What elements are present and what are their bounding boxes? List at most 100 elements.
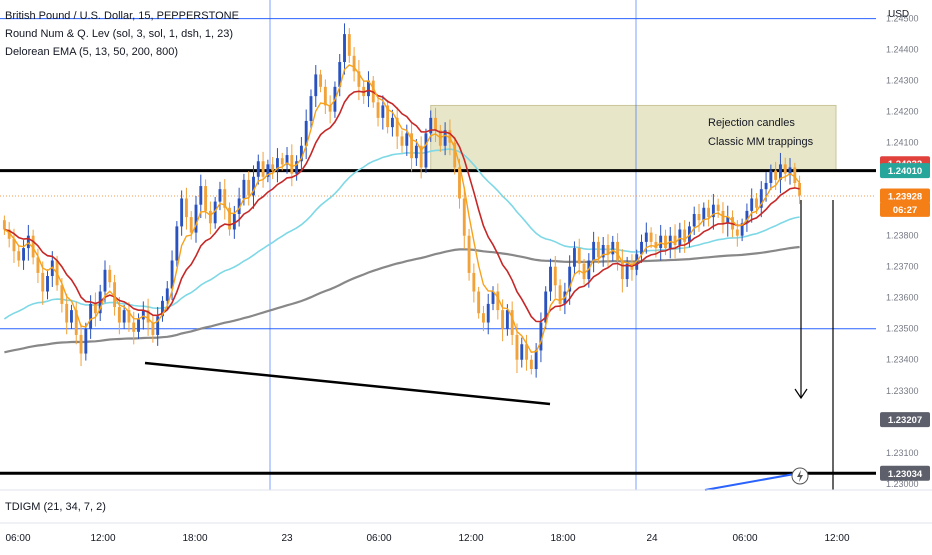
candles[interactable] [2, 23, 802, 378]
candle-body[interactable] [199, 186, 203, 205]
candle-body[interactable] [223, 189, 227, 208]
candle-body[interactable] [764, 182, 768, 190]
candle-body[interactable] [323, 86, 327, 106]
candle-body[interactable] [213, 201, 217, 224]
candle-body[interactable] [261, 161, 265, 177]
candle-body[interactable] [89, 303, 93, 329]
candle-body[interactable] [41, 272, 45, 292]
candle-body[interactable] [314, 74, 318, 97]
candle-body[interactable] [726, 217, 730, 224]
candle-body[interactable] [750, 198, 754, 211]
candle-body[interactable] [735, 229, 739, 236]
candle-body[interactable] [137, 319, 140, 332]
candle-body[interactable] [410, 133, 414, 159]
candle-body[interactable] [515, 334, 519, 360]
candle-body[interactable] [338, 62, 342, 87]
candle-body[interactable] [783, 164, 787, 174]
candle-body[interactable] [247, 179, 251, 196]
candle-body[interactable] [357, 71, 361, 87]
candle-body[interactable] [740, 223, 744, 236]
candle-body[interactable] [592, 241, 596, 261]
candle-body[interactable] [367, 80, 370, 97]
candle-body[interactable] [769, 170, 773, 183]
candle-body[interactable] [108, 269, 112, 283]
candle-body[interactable] [774, 170, 778, 180]
candle-body[interactable] [424, 133, 428, 168]
candle-body[interactable] [558, 285, 562, 304]
candle-body[interactable] [505, 310, 509, 329]
candle-body[interactable] [395, 117, 399, 137]
price-tag[interactable] [880, 412, 930, 428]
candle-body[interactable] [319, 74, 322, 87]
candle-body[interactable] [697, 213, 701, 221]
candle-body[interactable] [553, 266, 557, 286]
candle-body[interactable] [434, 117, 437, 131]
candle-body[interactable] [242, 179, 246, 199]
candle-body[interactable] [290, 155, 294, 174]
candle-body[interactable] [711, 204, 715, 218]
candle-body[interactable] [573, 248, 576, 267]
candle-body[interactable] [113, 282, 117, 308]
candle-body[interactable] [582, 263, 586, 280]
candle-body[interactable] [405, 133, 409, 146]
candle-body[interactable] [280, 158, 284, 165]
drawings[interactable] [144, 200, 834, 491]
candle-body[interactable] [692, 213, 696, 227]
candle-body[interactable] [228, 207, 231, 230]
candle-body[interactable] [328, 105, 332, 112]
candle-body[interactable] [644, 232, 648, 242]
candle-body[interactable] [151, 322, 155, 335]
candle-body[interactable] [482, 313, 485, 323]
trend-line[interactable] [144, 361, 551, 406]
symbol-title[interactable]: British Pound / U.S. Dollar, 15, PEPPERS… [5, 10, 239, 22]
price-tag[interactable] [880, 163, 930, 179]
candle-body[interactable] [673, 235, 677, 245]
candle-body[interactable] [462, 198, 466, 236]
candle-body[interactable] [117, 307, 121, 323]
candle-body[interactable] [352, 55, 356, 72]
candle-body[interactable] [266, 164, 270, 177]
candle-body[interactable] [510, 310, 514, 335]
candle-body[interactable] [467, 235, 471, 273]
candle-body[interactable] [606, 245, 610, 255]
candle-body[interactable] [184, 198, 188, 218]
candle-body[interactable] [640, 241, 643, 255]
candle-body[interactable] [285, 155, 289, 165]
candle-body[interactable] [683, 229, 687, 242]
candle-body[interactable] [601, 245, 605, 258]
candle-body[interactable] [156, 316, 160, 335]
candle-body[interactable] [419, 145, 423, 168]
candle-body[interactable] [779, 164, 782, 180]
candle-body[interactable] [2, 220, 6, 230]
candle-body[interactable] [448, 130, 452, 143]
candle-body[interactable] [472, 272, 476, 292]
candle-body[interactable] [788, 167, 792, 174]
candle-body[interactable] [549, 266, 552, 292]
candle-body[interactable] [74, 310, 78, 335]
candle-body[interactable] [252, 176, 255, 196]
candle-body[interactable] [496, 291, 500, 311]
candle-body[interactable] [204, 186, 208, 211]
candle-body[interactable] [386, 105, 390, 128]
candle-body[interactable] [798, 182, 802, 196]
candle-body[interactable] [659, 235, 663, 249]
candle-body[interactable] [616, 241, 620, 261]
candle-body[interactable] [132, 322, 136, 332]
indicator-delorean-ema[interactable]: Delorean EMA (5, 13, 50, 200, 800) [5, 46, 178, 58]
candle-body[interactable] [755, 198, 758, 208]
candle-body[interactable] [707, 207, 711, 218]
candle-body[interactable] [141, 310, 145, 320]
candle-body[interactable] [793, 167, 797, 183]
candle-body[interactable] [189, 217, 193, 233]
candle-body[interactable] [625, 263, 629, 280]
candle-body[interactable] [93, 303, 97, 314]
candle-body[interactable] [443, 130, 447, 146]
candle-body[interactable] [237, 198, 241, 214]
candle-body[interactable] [22, 248, 25, 261]
candle-body[interactable] [46, 276, 49, 292]
candle-body[interactable] [525, 344, 528, 360]
candle-body[interactable] [501, 310, 505, 329]
candle-body[interactable] [429, 117, 433, 134]
candle-body[interactable] [304, 120, 308, 146]
